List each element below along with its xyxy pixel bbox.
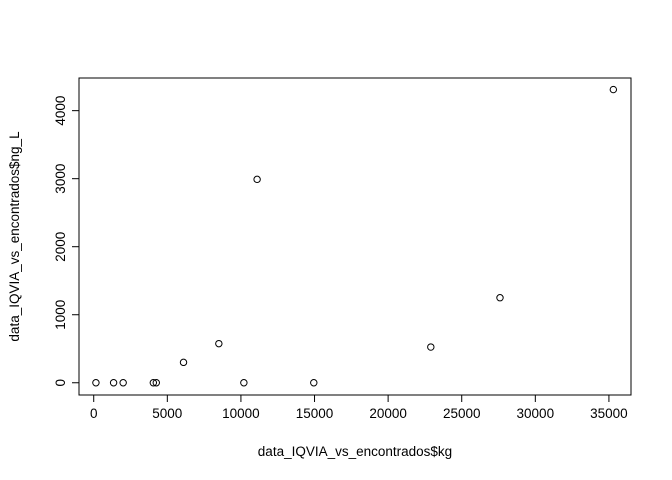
y-tick-label: 0 bbox=[53, 379, 68, 387]
y-tick-label: 2000 bbox=[53, 232, 68, 262]
data-point bbox=[92, 379, 100, 387]
data-points bbox=[92, 85, 618, 387]
data-point bbox=[119, 379, 127, 387]
y-tick-label: 1000 bbox=[53, 300, 68, 330]
plot-box bbox=[78, 77, 632, 396]
data-point bbox=[215, 339, 223, 348]
y-axis: 0 1000 2000 3000 4000 bbox=[53, 96, 80, 387]
y-axis-title: data_IQVIA_vs_encontrados$ng_L bbox=[7, 131, 22, 342]
data-point bbox=[253, 175, 261, 184]
data-point bbox=[427, 343, 435, 351]
x-axis-title: data_IQVIA_vs_encontrados$kg bbox=[258, 444, 452, 459]
y-tick-label: 3000 bbox=[53, 164, 68, 194]
x-tick-label: 15000 bbox=[296, 406, 334, 421]
x-tick-label: 10000 bbox=[222, 406, 260, 421]
x-axis: 0 5000 10000 15000 20000 25000 30000 35000 bbox=[90, 394, 628, 421]
x-tick-label: 30000 bbox=[517, 406, 555, 421]
data-point bbox=[179, 358, 188, 367]
data-point bbox=[496, 294, 504, 302]
x-tick-label: 0 bbox=[90, 406, 98, 421]
data-point bbox=[152, 379, 160, 387]
data-point bbox=[609, 85, 618, 94]
data-point bbox=[149, 379, 158, 387]
data-point bbox=[109, 379, 118, 387]
x-tick-label: 5000 bbox=[152, 406, 182, 421]
x-tick-label: 20000 bbox=[369, 406, 407, 421]
x-tick-label: 25000 bbox=[443, 406, 481, 421]
x-tick-label: 35000 bbox=[590, 406, 628, 421]
y-tick-label: 4000 bbox=[53, 96, 68, 126]
data-point bbox=[240, 379, 248, 387]
data-point bbox=[310, 379, 318, 387]
